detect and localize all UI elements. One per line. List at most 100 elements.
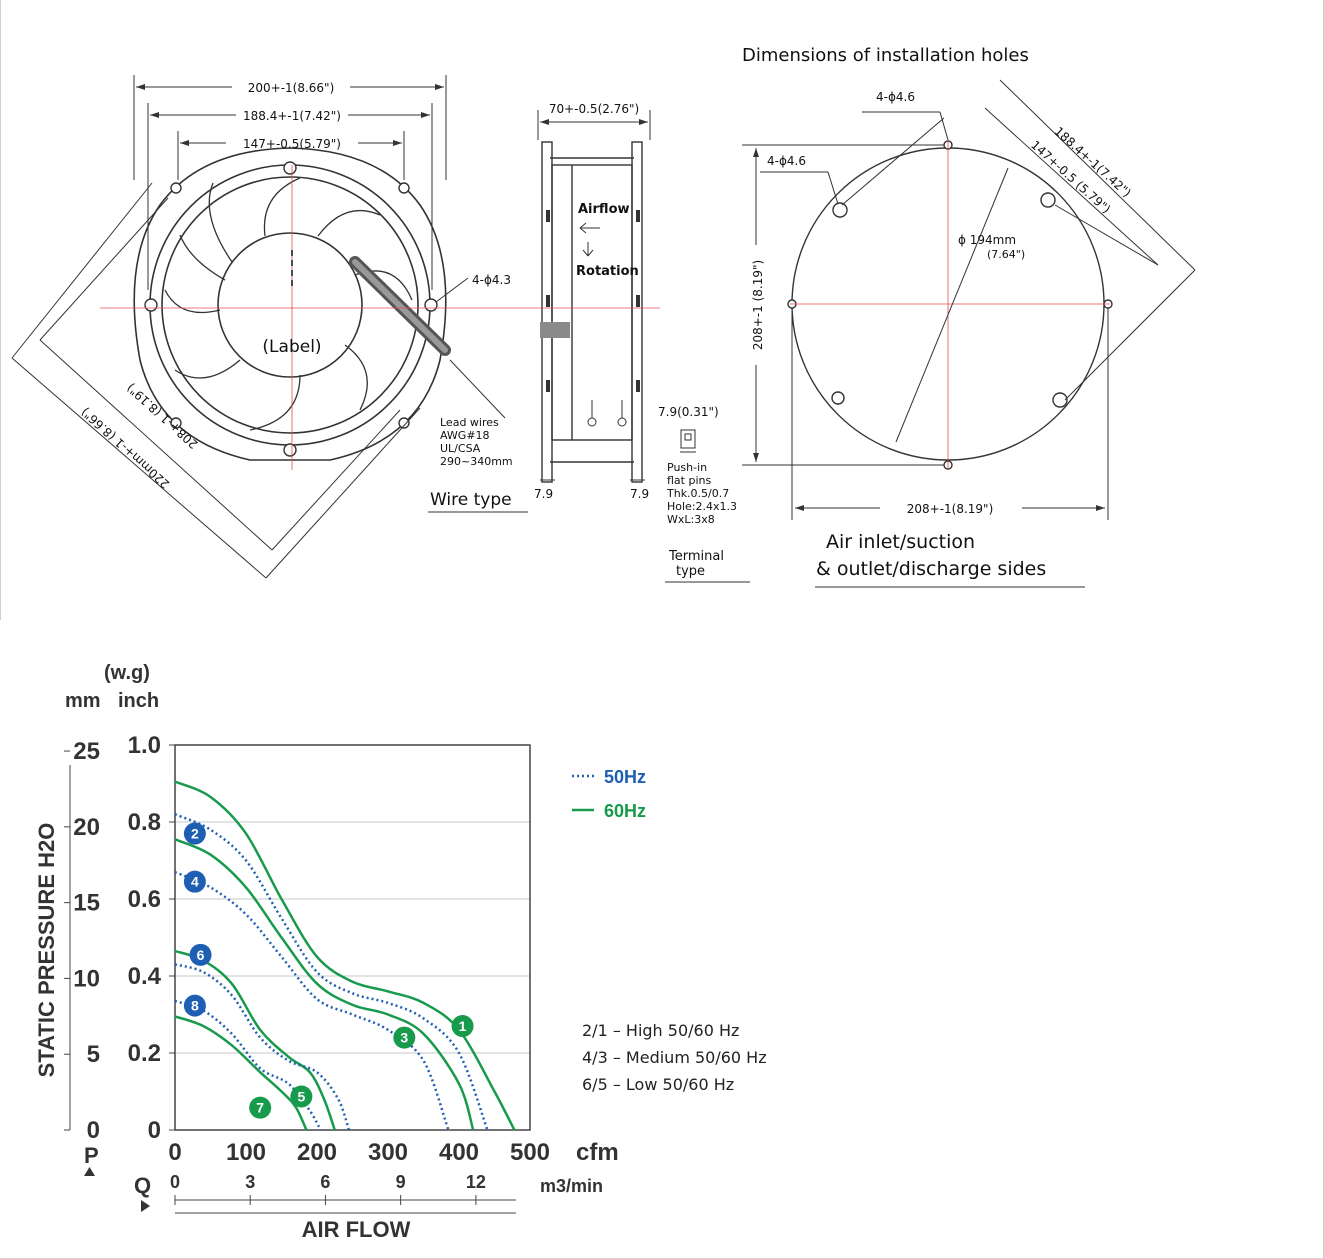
plot-frame xyxy=(174,744,531,1131)
marker-label-8: 8 xyxy=(191,998,199,1014)
hole-spec-a: 4-ϕ4.6 xyxy=(876,90,915,104)
marker-label-4: 4 xyxy=(191,874,199,890)
front-label: (Label) xyxy=(262,337,321,357)
hole-spec-b: 4-ϕ4.6 xyxy=(767,154,806,168)
x-unit-m3: m3/min xyxy=(540,1176,603,1196)
pins-line-1: Push-in xyxy=(667,461,707,474)
y-tick-inch: 0 xyxy=(148,1117,161,1144)
hole-view-title: Dimensions of installation holes xyxy=(742,45,1029,66)
p-arrow-icon xyxy=(84,1167,95,1176)
marker-label-2: 2 xyxy=(191,826,199,842)
series-line-4 xyxy=(174,870,450,1131)
speed-legend-high: 2/1 – High 50/60 Hz xyxy=(582,1021,740,1040)
side-flange-right: 7.9 xyxy=(630,487,649,501)
q-arrow-icon xyxy=(141,1200,150,1212)
lead-wires-line-1: Lead wires xyxy=(440,416,499,429)
marker-2 xyxy=(183,822,206,845)
marker-3 xyxy=(393,1026,416,1049)
speed-legend-low: 6/5 – Low 50/60 Hz xyxy=(582,1075,735,1094)
legend-50hz: 50Hz xyxy=(604,767,646,787)
series-line-7 xyxy=(174,1015,308,1131)
side-flange-left: 7.9 xyxy=(534,487,553,501)
y-tick-mm: 25 xyxy=(73,738,100,765)
x-tick-cfm: 100 xyxy=(226,1139,266,1166)
x-tick-cfm: 300 xyxy=(368,1139,408,1166)
x-tick-cfm: 0 xyxy=(168,1139,181,1166)
front-view: 200+-1(8.66") 188.4+-1(7.42") 147+-0.5(5… xyxy=(11,75,528,579)
series-line-3 xyxy=(174,838,475,1131)
side-airflow: Airflow xyxy=(578,202,630,217)
pins-line-3: Thk.0.5/0.7 xyxy=(666,487,729,500)
pins-line-4: Hole:2.4x1.3 xyxy=(667,500,737,513)
side-pin-height: 7.9(0.31") xyxy=(658,405,719,419)
chart-series xyxy=(174,780,516,1131)
marker-7 xyxy=(249,1096,272,1119)
lead-wires-line-2: AWG#18 xyxy=(440,429,490,442)
series-line-2 xyxy=(174,813,489,1131)
marker-5 xyxy=(290,1085,313,1108)
hole-vertical: 208+-1 (8.19") xyxy=(751,260,765,350)
pins-line-5: WxL:3x8 xyxy=(667,513,715,526)
y-tick-inch: 0.6 xyxy=(128,886,161,913)
marker-label-5: 5 xyxy=(297,1089,305,1105)
y-unit-inch: inch xyxy=(118,690,159,712)
x-tick-m3: 0 xyxy=(170,1172,180,1192)
marker-8 xyxy=(183,994,206,1017)
front-dim-mid: 188.4+-1(7.42") xyxy=(243,109,341,123)
hole-horizontal: 208+-1(8.19") xyxy=(907,502,994,516)
y-tick-inch: 0.4 xyxy=(128,963,162,990)
hole-sides-1: Air inlet/suction xyxy=(826,531,975,553)
x-tick-cfm: 200 xyxy=(297,1139,337,1166)
y-tick-mm: 10 xyxy=(73,965,100,992)
drawing-area: 200+-1(8.66") 188.4+-1(7.42") 147+-0.5(5… xyxy=(11,45,1196,588)
y-tick-mm: 20 xyxy=(73,814,100,841)
x-tick-m3: 9 xyxy=(396,1172,406,1192)
marker-label-7: 7 xyxy=(256,1100,264,1116)
y-tick-mm: 5 xyxy=(87,1041,100,1068)
pins-line-2: flat pins xyxy=(667,474,711,487)
front-diag-inner: 208+-1 (8.19") xyxy=(124,381,201,452)
marker-label-3: 3 xyxy=(400,1030,408,1046)
front-dim-inner: 147+-0.5(5.79") xyxy=(243,137,341,151)
y-tick-mm: 0 xyxy=(87,1117,100,1144)
series-line-6 xyxy=(174,963,351,1131)
y-axis-label: STATIC PRESSURE H2O xyxy=(34,823,59,1078)
side-rotation: Rotation xyxy=(576,264,639,279)
x-tick-m3: 6 xyxy=(320,1172,330,1192)
y-tick-mm: 15 xyxy=(73,890,100,917)
frame-left-border xyxy=(0,0,1,620)
hole-view: Dimensions of installation holes ϕ 194mm… xyxy=(742,45,1196,588)
series-line-1 xyxy=(174,780,516,1131)
lead-wires-line-4: 290~340mm xyxy=(440,455,513,468)
lead-wires-line-3: UL/CSA xyxy=(440,442,481,455)
x-axis-label: AIR FLOW xyxy=(302,1217,411,1242)
terminal-type-1: Terminal xyxy=(668,549,724,564)
marker-4 xyxy=(183,870,206,893)
chart-markers: 1 2 3 4 5 6 7 8 xyxy=(183,822,474,1119)
wire-type-label: Wire type xyxy=(430,490,512,510)
hole-diameter-in: (7.64") xyxy=(987,248,1025,261)
q-label: Q xyxy=(134,1173,151,1198)
y-tick-inch: 0.2 xyxy=(128,1040,161,1067)
x-tick-m3: 3 xyxy=(245,1172,255,1192)
y-unit-mm: mm xyxy=(65,690,101,712)
marker-6 xyxy=(189,943,212,966)
speed-legend-medium: 4/3 – Medium 50/60 Hz xyxy=(582,1048,767,1067)
x-unit-cfm: cfm xyxy=(576,1139,619,1166)
x-tick-cfm: 500 xyxy=(510,1139,550,1166)
front-hole-spec: 4-ϕ4.3 xyxy=(472,273,511,287)
marker-label-1: 1 xyxy=(459,1018,467,1034)
marker-label-6: 6 xyxy=(197,947,205,963)
front-dim-outer: 200+-1(8.66") xyxy=(248,81,335,95)
x-tick-cfm: 400 xyxy=(439,1139,479,1166)
marker-1 xyxy=(451,1015,474,1038)
side-view: 70+-0.5(2.76") Airflow Rotation xyxy=(520,102,750,583)
legend-60hz: 60Hz xyxy=(604,801,646,821)
y-unit-top: (w.g) xyxy=(104,662,150,684)
p-label: P xyxy=(84,1143,99,1168)
x-tick-m3: 12 xyxy=(466,1172,486,1192)
side-depth: 70+-0.5(2.76") xyxy=(549,102,639,116)
y-tick-inch: 1.0 xyxy=(128,732,161,759)
